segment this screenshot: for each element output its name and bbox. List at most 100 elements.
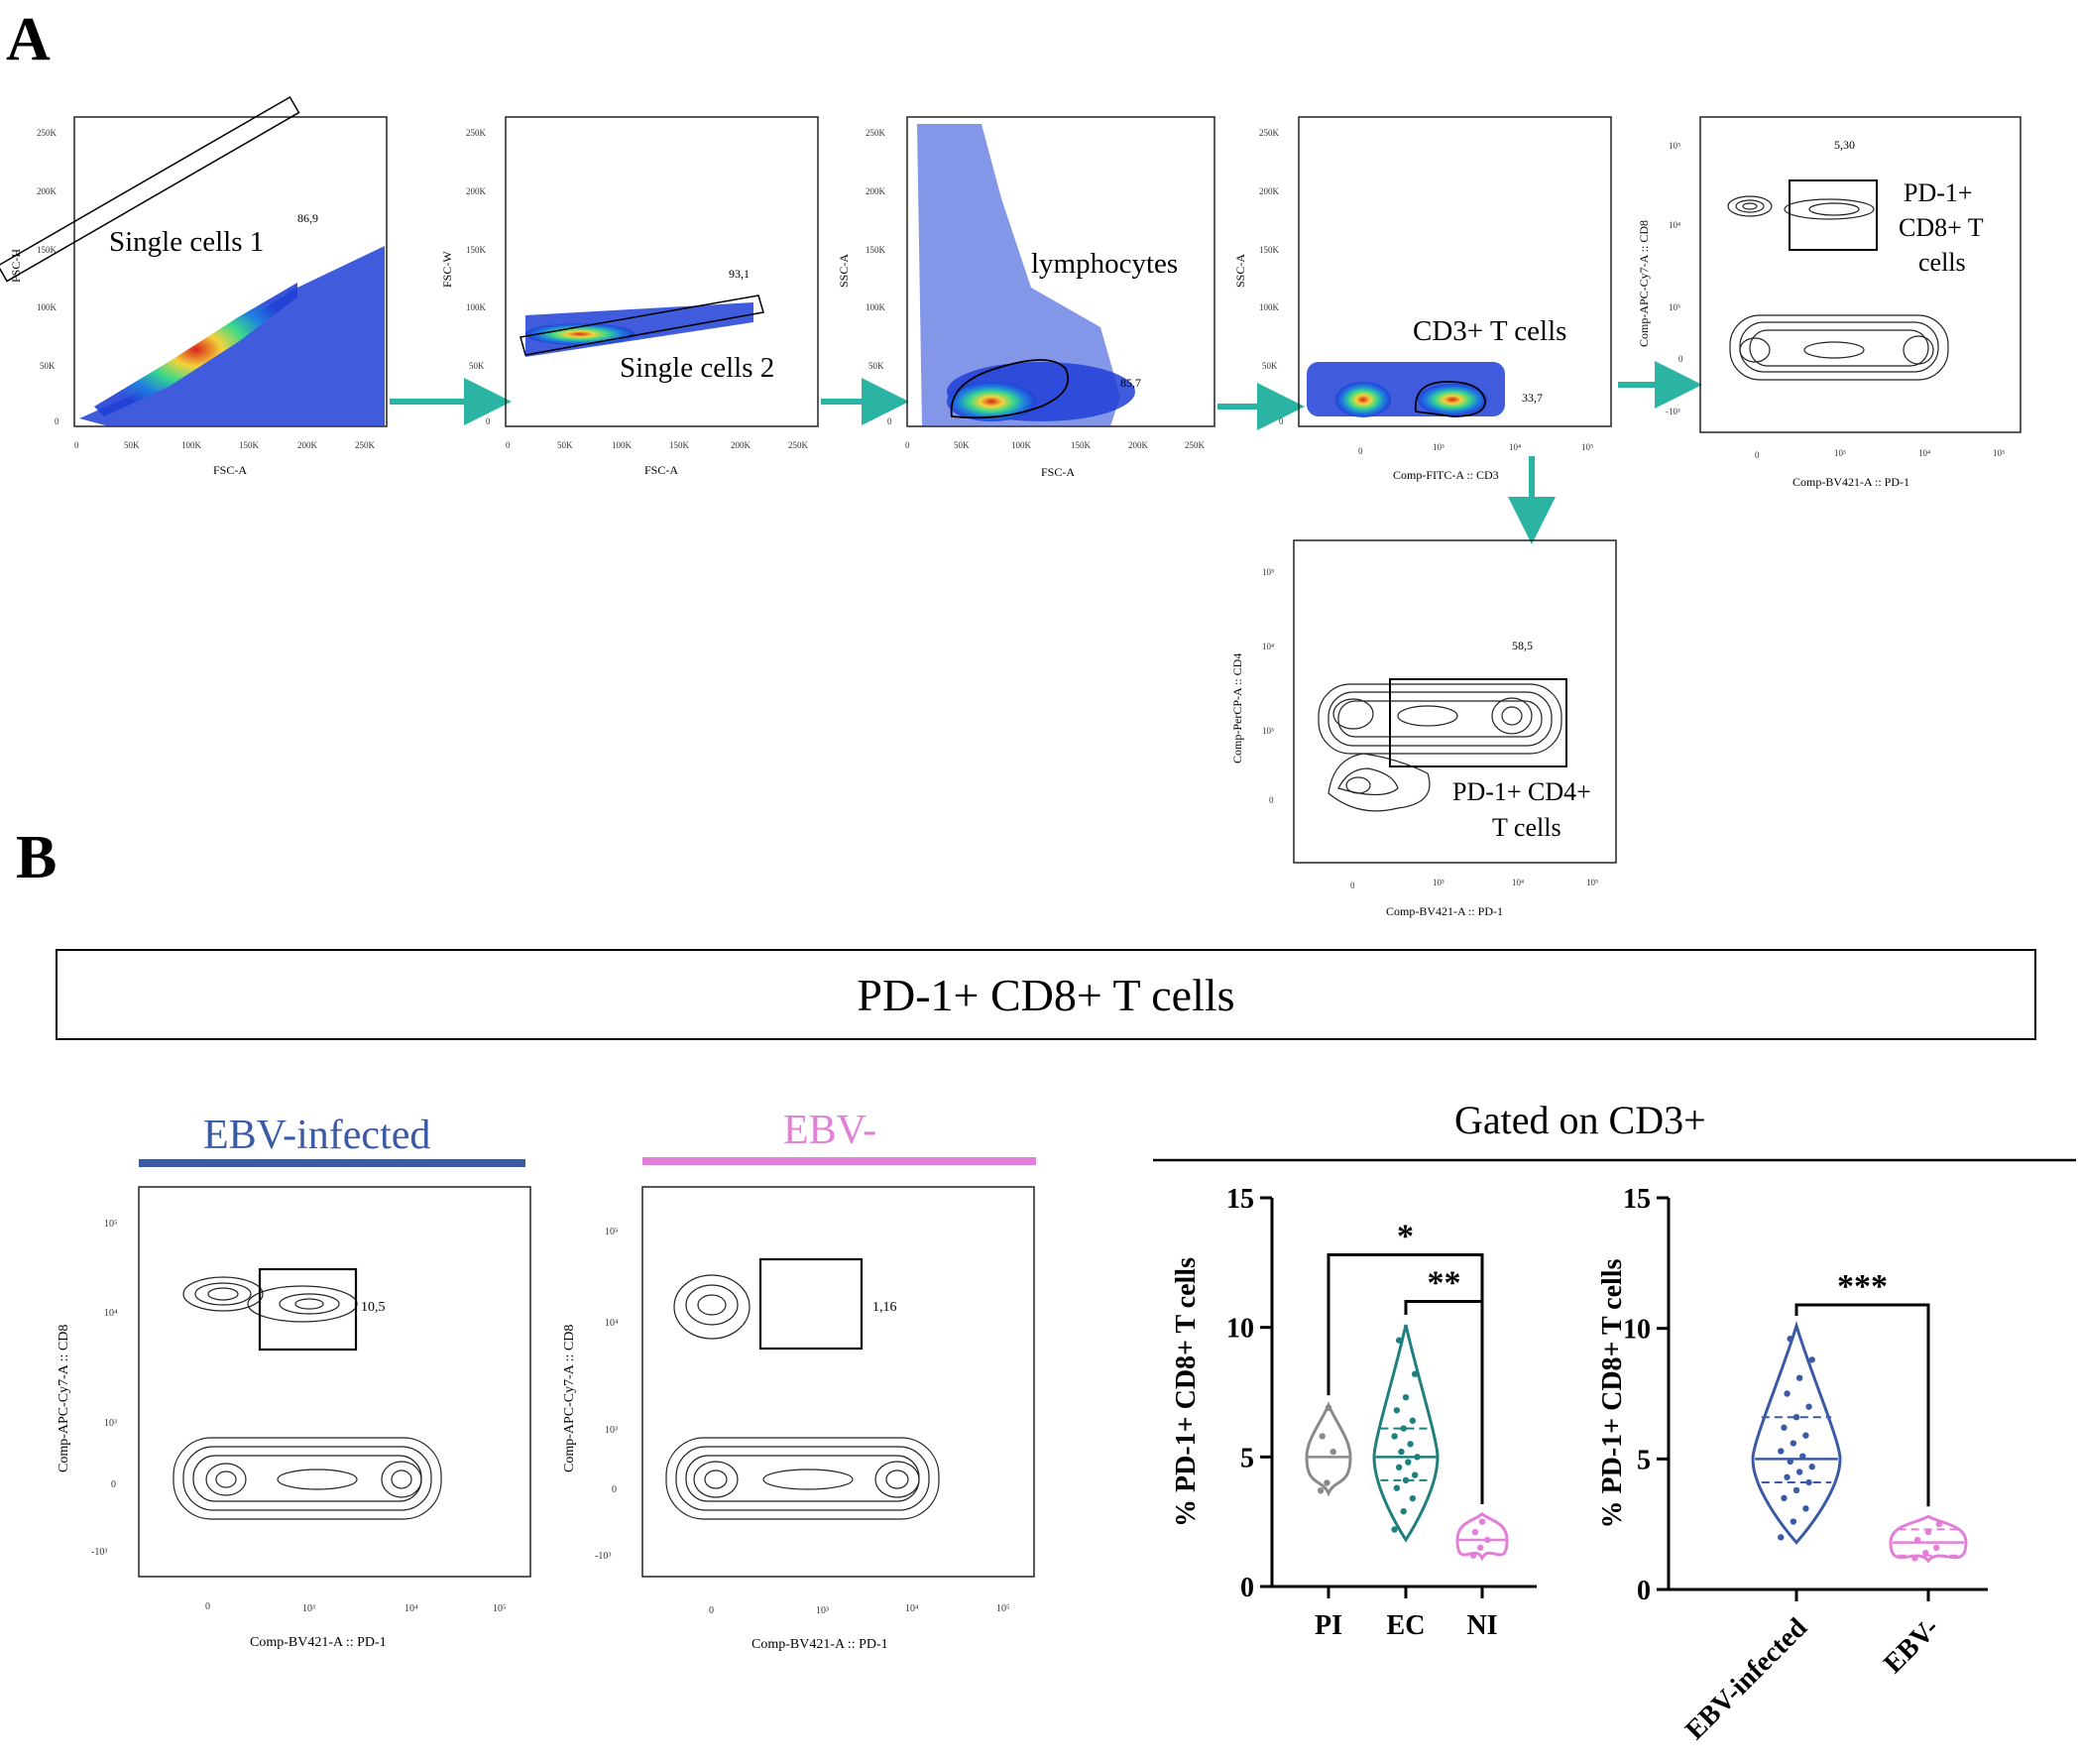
x-tick: 10³: [816, 1605, 829, 1616]
data-point: [1935, 1520, 1943, 1528]
data-point: [1781, 1494, 1788, 1502]
data-point: [1932, 1544, 1940, 1552]
data-point: [1414, 1454, 1421, 1461]
y-tick: 200K: [466, 186, 487, 196]
data-point: [1391, 1526, 1398, 1533]
x-axis-label: FSC-A: [213, 463, 247, 477]
significance-label: ***: [1837, 1268, 1888, 1305]
y-tick: 10⁵: [605, 1227, 619, 1237]
data-point: [1911, 1555, 1918, 1562]
x-tick: 0: [1350, 881, 1355, 890]
y-tick: -10³: [595, 1551, 611, 1562]
y-axis-label: FSC-W: [440, 251, 454, 288]
x-axis-label: Comp-BV421-A :: PD-1: [1386, 904, 1503, 918]
data-point: [1402, 1476, 1410, 1484]
x-tick: 200K: [1128, 440, 1149, 450]
y-tick: 150K: [466, 245, 487, 255]
data-point: [1319, 1433, 1326, 1440]
y-tick: 250K: [866, 128, 886, 138]
gate-value: 5,30: [1834, 138, 1855, 152]
data-point: [1913, 1536, 1921, 1544]
x-axis-label: Comp-FITC-A :: CD3: [1393, 468, 1499, 482]
data-point: [1324, 1479, 1330, 1486]
data-point: [1802, 1432, 1809, 1439]
gate-label-line: PD-1+ CD4+: [1452, 777, 1591, 806]
x-tick: 100K: [1011, 440, 1032, 450]
x-tick: 10⁴: [905, 1603, 919, 1614]
violin-shape: [1455, 1511, 1509, 1562]
y-tick: 10⁴: [605, 1318, 619, 1329]
gating-plot-6: 58,5 PD-1+ CD4+ T cells 10⁵ 10⁴ 10³ 0 0 …: [1230, 539, 1617, 918]
data-point: [1790, 1440, 1797, 1447]
data-point: [1802, 1505, 1809, 1512]
y-tick-label: 5: [1637, 1445, 1651, 1475]
violin-shape: [1889, 1514, 1968, 1564]
gate-value: 86,9: [297, 211, 318, 225]
x-tick: 10⁵: [1581, 442, 1593, 452]
x-tick: 0: [1755, 450, 1760, 460]
x-tick: 10³: [1834, 448, 1846, 458]
y-axis-label: SSC-A: [837, 254, 851, 288]
data-point: [1471, 1528, 1479, 1536]
significance-bracket: [1404, 1300, 1484, 1504]
gated-on-label: Gated on CD3+: [1454, 1098, 1706, 1142]
y-tick: 150K: [37, 245, 58, 255]
data-point: [1808, 1356, 1815, 1363]
data-point: [1317, 1487, 1325, 1494]
violin-shape: [1305, 1401, 1352, 1497]
x-tick: 10⁴: [1509, 442, 1521, 452]
x-tick: 10³: [302, 1603, 315, 1614]
violin-shape: [1372, 1324, 1440, 1543]
gate-value: 58,5: [1512, 639, 1533, 652]
y-tick: 100K: [37, 302, 58, 312]
gate-label-line: CD8+ T: [1899, 213, 1984, 242]
data-point: [1407, 1441, 1414, 1448]
gate-value: 93,1: [729, 267, 750, 281]
data-point: [1393, 1407, 1401, 1414]
x-tick: 50K: [557, 440, 573, 450]
data-point: [1792, 1486, 1800, 1494]
y-tick: 50K: [1262, 361, 1278, 371]
y-axis-label: Comp-APC-Cy7-A :: CD8: [562, 1325, 577, 1472]
flow-plot-ebv-negative: 1,16 10⁵ 10⁴ 10³ 0 -10³ 0 10³ 10⁴ 10⁵ Co…: [562, 1186, 1035, 1652]
y-axis-label: Comp-APC-Cy7-A :: CD8: [57, 1325, 71, 1472]
data-point: [1391, 1433, 1398, 1440]
x-tick: 10⁴: [404, 1603, 418, 1614]
x-tick-label: NI: [1466, 1610, 1497, 1641]
data-point: [1393, 1484, 1401, 1491]
y-tick: 0: [1678, 354, 1683, 364]
x-tick-label: EC: [1387, 1610, 1426, 1641]
gate-label: CD3+ T cells: [1413, 315, 1566, 347]
y-tick: 10⁴: [104, 1308, 118, 1319]
y-tick: 50K: [469, 361, 485, 371]
y-tick-label: 10: [1226, 1314, 1254, 1345]
violin-chart-ebv: 0 5 10 15 % PD-1+ CD8+ T cells EBV-infected EB…: [1597, 1184, 1988, 1746]
gating-plot-4: CD3+ T cells 33,7 250K 200K 150K 100K 50…: [1233, 116, 1612, 482]
x-tick: 50K: [124, 440, 140, 450]
gating-plot-2: Single cells 2 93,1 250K 200K 150K 100K …: [440, 116, 819, 477]
data-point: [1787, 1458, 1793, 1466]
x-tick: 100K: [181, 440, 202, 450]
data-point: [1922, 1549, 1929, 1557]
y-tick: 10³: [1669, 302, 1680, 312]
y-tick: 10³: [104, 1418, 117, 1429]
data-point: [1795, 1374, 1803, 1381]
gate-value: 85,7: [1120, 376, 1141, 390]
y-tick: 0: [1269, 795, 1274, 805]
y-axis-label: % PD-1+ CD8+ T cells: [1171, 1257, 1202, 1527]
x-axis-label: FSC-A: [644, 463, 678, 477]
x-tick: 0: [205, 1601, 210, 1612]
data-point: [1808, 1464, 1815, 1470]
data-point: [1395, 1337, 1403, 1344]
y-axis-label: SSC-A: [1233, 254, 1247, 288]
data-point: [1477, 1544, 1484, 1552]
gating-plot-5: 5,30 PD-1+ CD8+ T cells 10⁵ 10⁴ 10³ 0 -1…: [1637, 116, 2022, 489]
y-tick: 50K: [40, 361, 56, 371]
x-tick: 10⁴: [1512, 878, 1524, 887]
gate-label: Single cells 2: [620, 352, 774, 384]
gate-label-line: PD-1+: [1904, 178, 1973, 207]
x-tick: 10⁵: [493, 1603, 507, 1614]
x-tick: 100K: [612, 440, 633, 450]
x-tick: 10⁵: [996, 1603, 1010, 1614]
